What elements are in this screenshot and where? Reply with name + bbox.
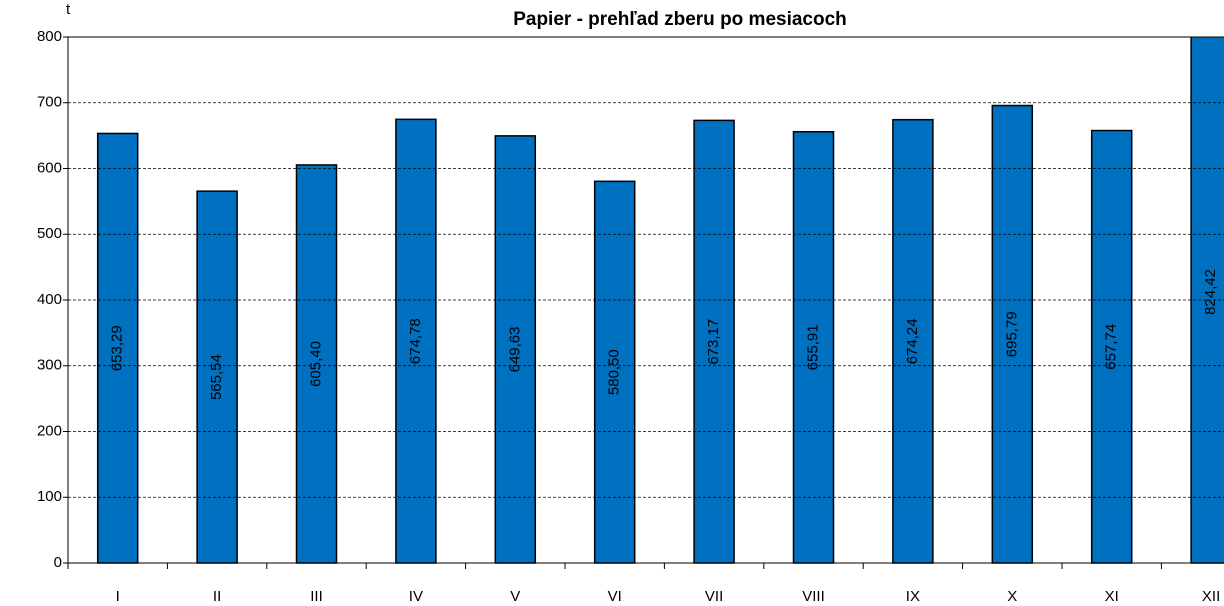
x-tick-label: X	[1007, 588, 1017, 605]
y-tick-label: 800	[37, 28, 62, 45]
plot-area	[96, 37, 1224, 564]
bar	[991, 104, 1034, 564]
y-tick-label: 100	[37, 488, 62, 505]
y-tick-label: 400	[37, 291, 62, 308]
bar	[96, 132, 139, 564]
value-label: 605,40	[307, 341, 324, 387]
y-axis-label: t	[66, 1, 71, 18]
x-tick-label: III	[310, 588, 323, 605]
value-label: 565,54	[208, 354, 225, 400]
value-label: 674,78	[407, 318, 424, 364]
x-tick-label: IX	[906, 588, 920, 605]
y-tick-label: 200	[37, 422, 62, 439]
value-label: 657,74	[1103, 324, 1120, 370]
bar	[395, 118, 437, 564]
x-tick-label: VII	[705, 588, 723, 605]
y-tick-label: 700	[37, 94, 62, 111]
x-tick-label: II	[213, 588, 221, 605]
value-label: 695,79	[1003, 311, 1020, 357]
bar	[295, 164, 338, 564]
x-tick-label: V	[510, 588, 520, 605]
x-tick-label: XI	[1105, 588, 1119, 605]
value-label: 673,17	[705, 319, 722, 365]
value-label: 655,91	[804, 324, 821, 370]
value-label: 674,24	[904, 318, 921, 364]
value-label: 653,29	[109, 325, 126, 371]
x-tick-label: VI	[608, 588, 622, 605]
y-tick-label: 300	[37, 357, 62, 374]
x-tick-label: I	[116, 588, 120, 605]
bar	[792, 130, 835, 564]
value-label: 580,50	[606, 349, 623, 395]
x-tick-label: XII	[1202, 588, 1220, 605]
value-label: 649,63	[506, 326, 523, 372]
x-tick-label: VIII	[802, 588, 825, 605]
x-tick-label: IV	[409, 588, 423, 605]
y-tick-label: 600	[37, 159, 62, 176]
y-tick-label: 0	[54, 554, 62, 571]
value-label: 824,42	[1202, 269, 1219, 315]
bar	[1090, 129, 1133, 564]
bar	[196, 190, 238, 564]
y-tick-label: 500	[37, 225, 62, 242]
chart-title: Papier - prehľad zberu po mesiacoch	[513, 9, 847, 30]
bar	[593, 180, 636, 564]
